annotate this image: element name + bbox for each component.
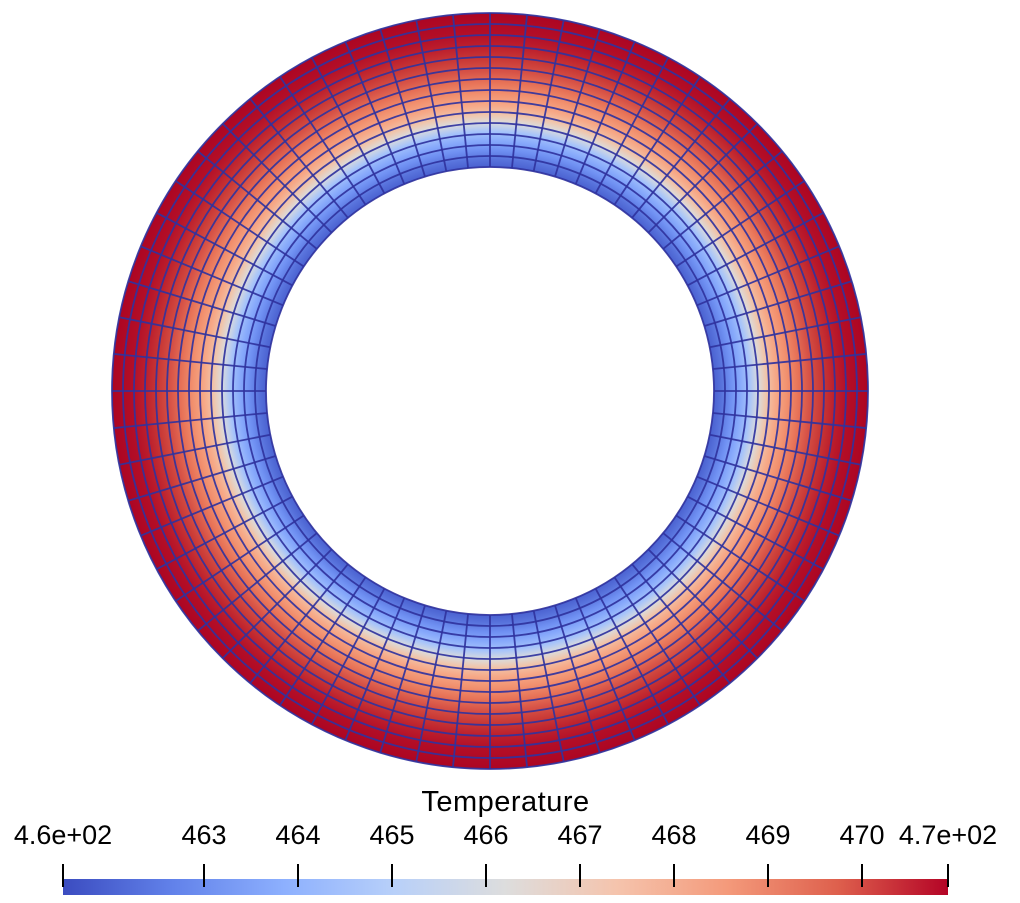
colorbar-tick-mark (297, 864, 299, 887)
colorbar-tick-label: 467 (557, 820, 603, 850)
colorbar-tick-label: 469 (745, 820, 791, 850)
colorbar-tick-label: 4.7e+02 (898, 820, 998, 850)
colorbar-tick-label: 466 (463, 820, 509, 850)
colorbar-tick-mark (861, 864, 863, 887)
colorbar-tick-mark (673, 864, 675, 887)
mesh-spoke-lines (112, 13, 868, 769)
colorbar-tick-mark (767, 864, 769, 887)
colorbar-tick-mark (947, 864, 949, 887)
colorbar-tick-label: 470 (839, 820, 885, 850)
colorbar-tick-label: 464 (275, 820, 321, 850)
colorbar-title: Temperature (421, 786, 590, 818)
colorbar-tick-label: 463 (181, 820, 227, 850)
colorbar-tick-mark (203, 864, 205, 887)
colorbar-tick-mark (62, 864, 64, 887)
colorbar-tick-label: 468 (651, 820, 697, 850)
colorbar-tick-mark (391, 864, 393, 887)
colorbar-tick-mark (579, 864, 581, 887)
colorbar-tick-mark (485, 864, 487, 887)
colorbar-gradient-bar[interactable] (63, 879, 948, 895)
colorbar-tick-label: 4.6e+02 (13, 820, 113, 850)
colorbar-tick-label: 465 (369, 820, 415, 850)
